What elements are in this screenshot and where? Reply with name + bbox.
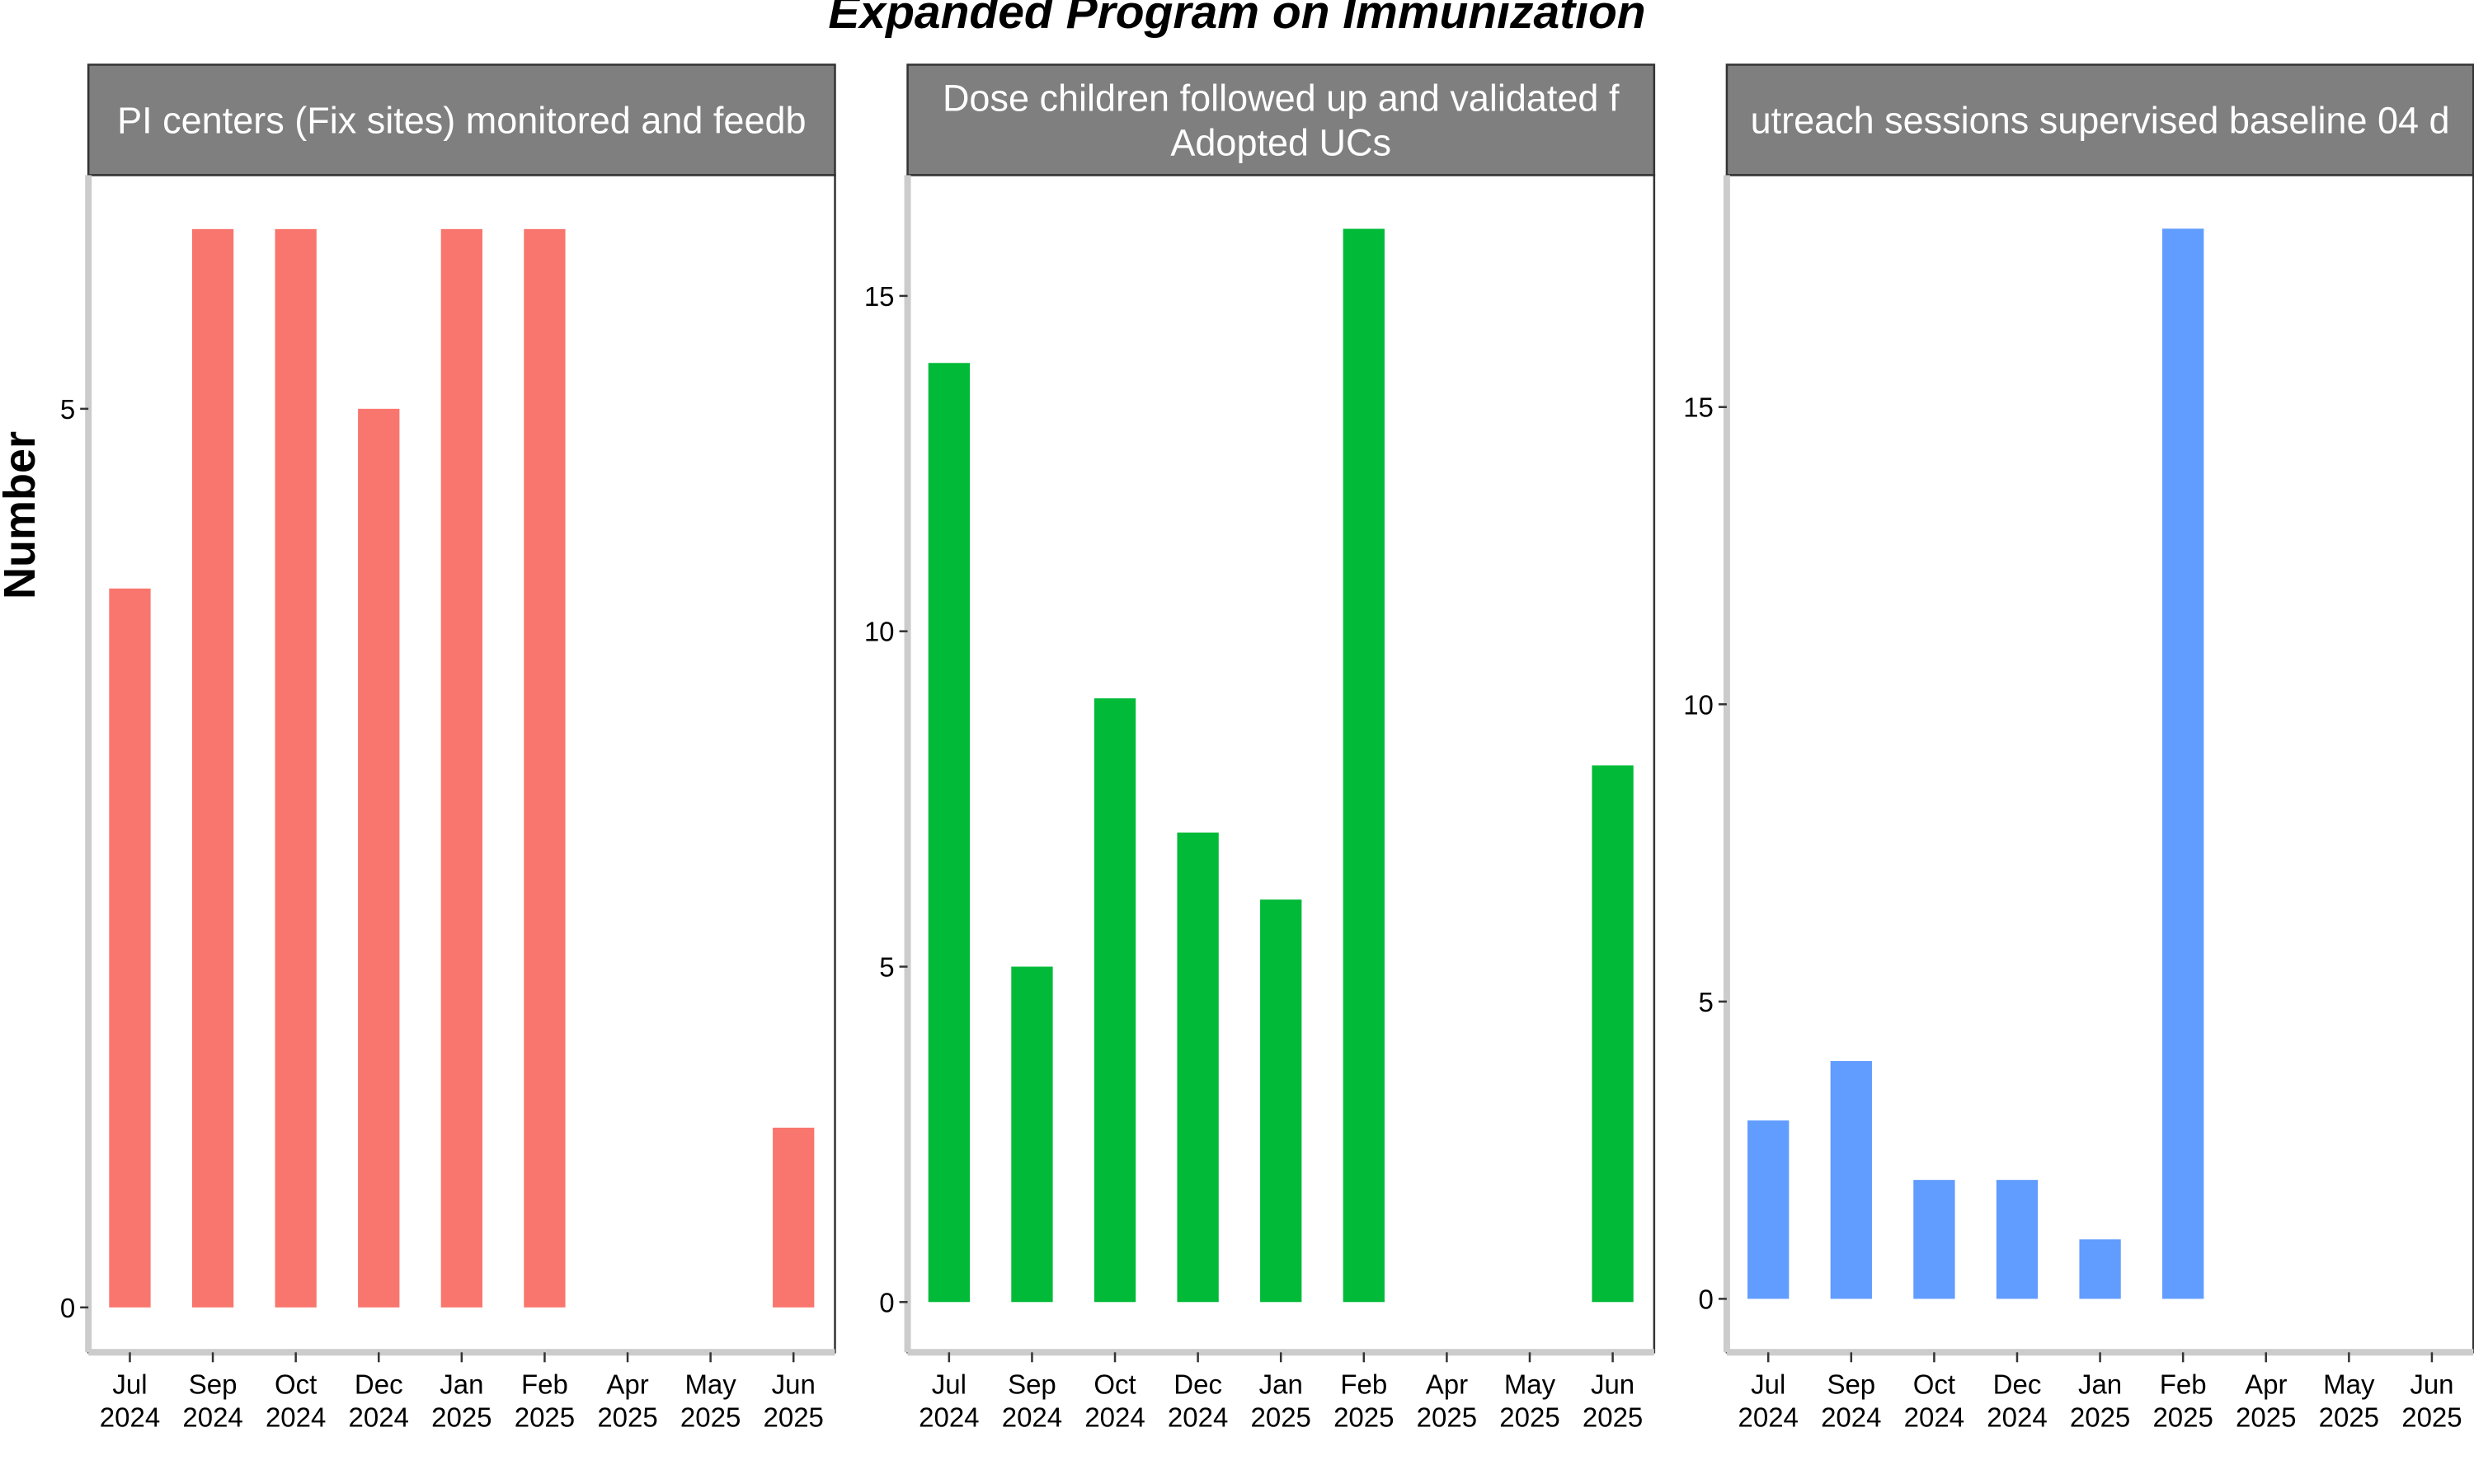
y-tick-label-2: 10 — [864, 617, 895, 647]
x-tick-label-3-8: May 2025 — [2319, 1369, 2379, 1432]
bar-3-3 — [1913, 1180, 1955, 1299]
x-tick-label-2-6: Feb 2025 — [1333, 1369, 1394, 1432]
bar-1-1 — [109, 588, 151, 1308]
panel-2: Dose children followed up and validated … — [864, 63, 1656, 1432]
bar-2-9 — [1592, 765, 1634, 1303]
chart-title: Expanded Program on Immunization — [828, 0, 1646, 39]
panel-3: utreach sessions supervised baseline 04 … — [1683, 63, 2474, 1432]
x-tick-label-3-9: Jun 2025 — [2401, 1369, 2462, 1432]
bar-3-4 — [1996, 1180, 2039, 1299]
x-tick-label-2-3: Oct 2024 — [1084, 1369, 1145, 1432]
x-tick-label-3-4: Dec 2024 — [1987, 1369, 2047, 1432]
y-tick-label-1: 5 — [60, 394, 75, 425]
y-tick-label-2: 15 — [864, 281, 895, 312]
facet-strip-1 — [87, 63, 836, 176]
x-tick-label-3-3: Oct 2024 — [1904, 1369, 1964, 1432]
x-tick-label-3-7: Apr 2025 — [2236, 1369, 2296, 1432]
bar-3-2 — [1830, 1060, 1872, 1299]
x-tick-label-2-8: May 2025 — [1499, 1369, 1559, 1432]
bar-2-6 — [1343, 228, 1385, 1303]
x-tick-label-1-1: Jul 2024 — [100, 1369, 160, 1432]
y-tick-label-2: 0 — [879, 1287, 894, 1317]
bar-1-2 — [191, 228, 234, 1308]
bar-1-3 — [275, 228, 317, 1308]
x-tick-label-3-5: Jan 2025 — [2070, 1369, 2130, 1432]
y-tick-label-3: 10 — [1683, 689, 1714, 720]
bar-2-5 — [1260, 899, 1302, 1303]
facet-title-2: Dose children followed up and validated … — [943, 77, 1620, 163]
x-tick-label-3-2: Sep 2024 — [1821, 1369, 1881, 1432]
y-tick-label-3: 5 — [1699, 987, 1714, 1017]
x-tick-label-1-2: Sep 2024 — [182, 1369, 242, 1432]
x-tick-label-1-5: Jan 2025 — [431, 1369, 492, 1432]
bar-2-4 — [1177, 832, 1219, 1303]
facet-strip-3 — [1725, 63, 2474, 176]
x-tick-label-2-7: Apr 2025 — [1417, 1369, 1477, 1432]
x-tick-label-2-5: Jan 2025 — [1251, 1369, 1311, 1432]
bar-1-4 — [358, 408, 400, 1308]
bar-2-3 — [1094, 698, 1136, 1303]
bar-2-2 — [1011, 966, 1053, 1303]
x-tick-label-1-7: Apr 2025 — [597, 1369, 657, 1432]
x-tick-label-2-1: Jul 2024 — [919, 1369, 979, 1432]
y-tick-label-2: 5 — [879, 951, 894, 982]
x-tick-label-1-4: Dec 2024 — [349, 1369, 409, 1432]
facet-title-3: utreach sessions supervised baseline 04 … — [1751, 99, 2450, 141]
facet-title-1: PI centers (Fix sites) monitored and fee… — [117, 99, 806, 141]
bar-1-9 — [773, 1127, 815, 1308]
bar-3-5 — [2079, 1239, 2121, 1299]
bar-2-1 — [928, 363, 970, 1303]
x-tick-label-1-3: Oct 2024 — [266, 1369, 326, 1432]
bar-1-6 — [524, 228, 566, 1308]
bar-3-1 — [1747, 1120, 1790, 1299]
x-tick-label-1-8: May 2025 — [680, 1369, 741, 1432]
y-tick-label-1: 0 — [60, 1293, 75, 1323]
x-tick-label-2-9: Jun 2025 — [1583, 1369, 1643, 1432]
y-tick-label-3: 0 — [1699, 1284, 1714, 1314]
bar-3-6 — [2162, 228, 2204, 1299]
x-tick-label-2-2: Sep 2024 — [1002, 1369, 1062, 1432]
x-tick-label-1-9: Jun 2025 — [763, 1369, 823, 1432]
x-tick-label-1-6: Feb 2025 — [515, 1369, 575, 1432]
x-tick-label-3-1: Jul 2024 — [1738, 1369, 1799, 1432]
x-tick-label-3-6: Feb 2025 — [2152, 1369, 2213, 1432]
y-tick-label-3: 15 — [1683, 392, 1714, 423]
panel-1: PI centers (Fix sites) monitored and fee… — [60, 63, 836, 1432]
bar-1-5 — [440, 228, 482, 1308]
x-tick-label-2-4: Dec 2024 — [1168, 1369, 1228, 1432]
